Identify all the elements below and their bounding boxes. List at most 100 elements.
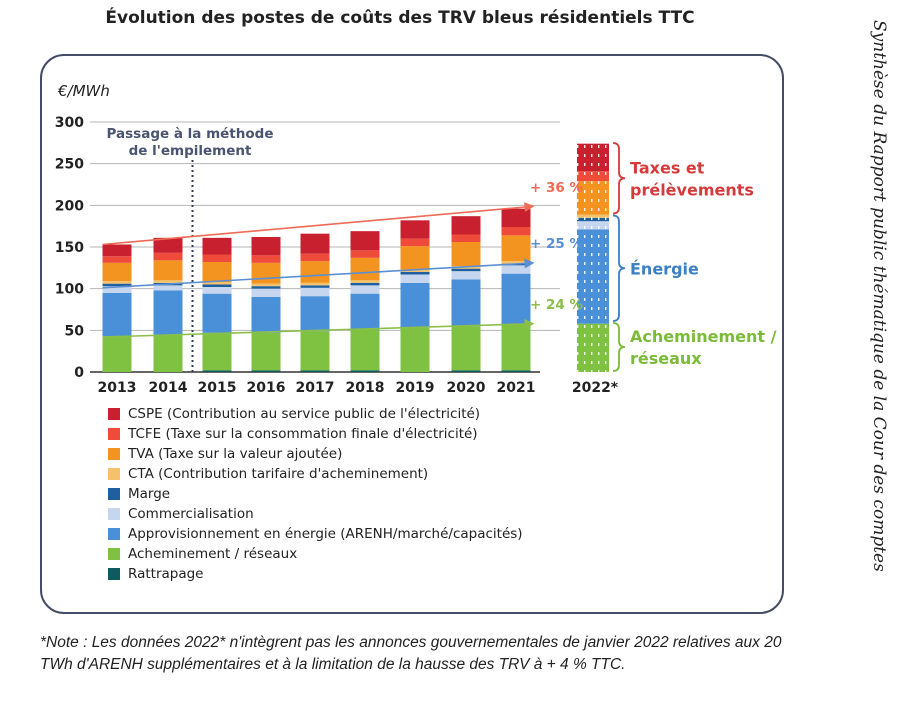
x-tick-label: 2016 [247, 380, 286, 396]
x-tick-labels: 2013 2014 2015 2016 2017 2018 2019 2020 2021 2022… [98, 380, 619, 396]
bar-segment [153, 260, 183, 281]
bar-segment [153, 252, 183, 261]
bar-segment-hatch [577, 171, 609, 182]
x-tick-label: 2020 [447, 380, 486, 396]
bar-segment [251, 288, 281, 297]
bar-segment [451, 271, 481, 280]
bar-segment [300, 282, 330, 286]
bar-segment [102, 283, 132, 287]
category-brackets: Taxes et prélèvements Énergie Acheminement … [612, 142, 777, 372]
footnote: *Note : Les données 2022* n'intègrent pa… [40, 634, 782, 673]
bar-segment [300, 233, 330, 254]
bar-segment [400, 220, 430, 239]
bar-segment [350, 293, 380, 330]
legend-label: CTA (Contribution tarifaire d'achemineme… [128, 466, 428, 482]
bar-segment [400, 282, 430, 328]
bar-segment [350, 280, 380, 283]
bar-segment [451, 326, 481, 371]
y-tick-label: 0 [74, 365, 84, 381]
bar-segment-hatch [577, 229, 609, 324]
bar-segment [300, 331, 330, 371]
legend-label: Commercialisation [128, 506, 254, 522]
bar-segment [202, 282, 232, 285]
trend-lines: + 36 % + 25 % + 24 % [102, 180, 583, 338]
bar-segment [501, 265, 531, 274]
bar-segment [501, 324, 531, 371]
bar-segment [102, 256, 132, 263]
trend-line [102, 323, 527, 338]
y-tick-label: 250 [55, 157, 84, 173]
bar-segment [501, 370, 531, 372]
x-tick-label: 2013 [98, 380, 137, 396]
bar-segment [202, 332, 232, 371]
bar-segment [300, 285, 330, 288]
bracket [612, 142, 626, 215]
bar-segment [102, 286, 132, 293]
bar-segment [202, 237, 232, 255]
legend-label: TCFE (Taxe sur la consommation finale d'… [127, 426, 478, 442]
bar-segment [400, 246, 430, 270]
legend-swatch [108, 428, 120, 440]
bar-segment [153, 280, 183, 283]
bar-segment [102, 244, 132, 257]
legend-swatch [108, 528, 120, 540]
x-tick-label: 2018 [346, 380, 385, 396]
legend-swatch [108, 468, 120, 480]
bar-segment [251, 370, 281, 372]
bar-segment [350, 282, 380, 286]
legend-swatch [108, 488, 120, 500]
x-tick-label: 2022* [572, 380, 619, 396]
legend-swatch [108, 408, 120, 420]
legend-swatch [108, 548, 120, 560]
bar-segment [350, 370, 380, 372]
bar-segment [251, 283, 281, 287]
x-tick-label: 2019 [396, 380, 435, 396]
y-tick-label: 50 [65, 323, 85, 339]
bar-segment-hatch [577, 221, 609, 230]
bar-segment-hatch [577, 181, 609, 215]
trend-label: + 24 % [530, 297, 583, 313]
bar-segment [451, 242, 481, 267]
bracket-label: Taxes et [630, 158, 705, 177]
bar-segment [400, 327, 430, 372]
bracket [612, 322, 626, 372]
bar-segment [251, 262, 281, 284]
y-tick-labels: 0 50 100 150 200 250 300 [55, 115, 84, 381]
legend-swatch [108, 448, 120, 460]
bar-segment [350, 250, 380, 258]
y-tick-label: 300 [55, 115, 84, 131]
bar-segment [451, 279, 481, 327]
x-tick-label: 2017 [296, 380, 335, 396]
legend-swatch [108, 508, 120, 520]
y-tick-label: 200 [55, 198, 84, 214]
trend-line [102, 262, 527, 289]
legend: CSPE (Contribution au service public de … [108, 406, 523, 582]
legend-label: Marge [128, 486, 170, 502]
trend-arrowhead [524, 258, 535, 269]
bar-segment [400, 272, 430, 275]
bar-segment [202, 254, 232, 262]
bar-segment [153, 237, 183, 253]
x-tick-label: 2014 [149, 380, 188, 396]
bar-segment-hatch [577, 143, 609, 172]
bar-segment [400, 238, 430, 247]
bar-segment [300, 261, 330, 283]
x-tick-label: 2021 [497, 380, 536, 396]
bar-segment [251, 237, 281, 256]
bar-segment [350, 285, 380, 294]
bar-segment [202, 293, 232, 333]
x-tick-label: 2015 [198, 380, 237, 396]
bar-segment [153, 290, 183, 335]
page-title: Évolution des postes de coûts des TRV bl… [105, 8, 695, 28]
bars [102, 143, 609, 372]
bar-segment-hatch [577, 214, 609, 218]
bar-segment [350, 257, 380, 281]
bar-segment [451, 234, 481, 242]
side-caption: Synthèse du Rapport public thématique de… [869, 20, 889, 572]
legend-label: Approvisionnement en énergie (ARENH/marc… [128, 526, 523, 542]
method-change-label: de l'empilement [129, 143, 252, 159]
bar-segment [251, 297, 281, 333]
bar-segment [102, 292, 132, 337]
